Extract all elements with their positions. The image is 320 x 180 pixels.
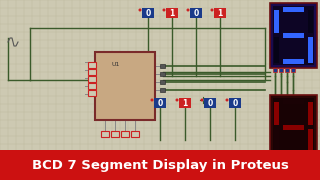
Circle shape — [175, 98, 179, 102]
Bar — [283, 151, 304, 156]
Bar — [111, 131, 119, 137]
Bar — [95, 52, 155, 120]
Bar — [274, 102, 279, 125]
Bar — [308, 37, 313, 63]
Text: 1: 1 — [182, 98, 188, 107]
Text: 1: 1 — [169, 8, 175, 17]
Bar — [88, 90, 96, 96]
Bar — [308, 102, 313, 125]
Bar — [214, 8, 226, 18]
Bar — [283, 125, 304, 130]
Bar — [101, 131, 109, 137]
Circle shape — [187, 8, 189, 12]
Bar — [154, 98, 166, 108]
Bar — [142, 8, 154, 18]
Circle shape — [150, 98, 154, 102]
Bar — [285, 68, 289, 72]
Bar — [273, 160, 277, 164]
Text: 0: 0 — [207, 98, 212, 107]
Bar — [160, 80, 165, 84]
Bar — [274, 37, 279, 63]
Bar — [160, 72, 165, 76]
Bar — [308, 129, 313, 155]
Bar — [88, 76, 96, 82]
Bar — [179, 98, 191, 108]
Bar — [283, 99, 304, 104]
Bar — [229, 98, 241, 108]
Text: BCD 7 Segment Display in Proteus: BCD 7 Segment Display in Proteus — [32, 159, 288, 172]
Circle shape — [202, 99, 204, 101]
Bar — [166, 8, 178, 18]
Bar — [291, 68, 295, 72]
Bar — [270, 95, 317, 160]
Circle shape — [163, 8, 165, 12]
Bar — [204, 98, 216, 108]
Bar — [160, 64, 165, 68]
Bar — [190, 8, 202, 18]
Text: 0: 0 — [232, 98, 238, 107]
Bar — [283, 59, 304, 64]
Bar — [121, 131, 129, 137]
Bar — [285, 160, 289, 164]
Bar — [273, 68, 277, 72]
Bar — [279, 160, 283, 164]
Bar — [274, 10, 279, 33]
Bar — [274, 129, 279, 155]
Bar — [308, 10, 313, 33]
Bar — [273, 98, 314, 157]
Bar — [88, 62, 96, 68]
Circle shape — [139, 8, 141, 12]
Text: 0: 0 — [145, 8, 151, 17]
Bar — [131, 131, 139, 137]
Bar — [291, 160, 295, 164]
Text: U1: U1 — [112, 62, 120, 67]
Text: 0: 0 — [157, 98, 163, 107]
Bar — [273, 6, 314, 65]
Text: 0: 0 — [193, 8, 199, 17]
Circle shape — [211, 8, 213, 12]
Text: 1: 1 — [217, 8, 223, 17]
Bar — [283, 7, 304, 12]
Bar — [160, 88, 165, 92]
Bar — [283, 33, 304, 38]
Circle shape — [226, 98, 228, 102]
Circle shape — [201, 98, 204, 102]
Bar — [279, 68, 283, 72]
Bar — [88, 83, 96, 89]
Bar — [0, 150, 320, 180]
Bar — [270, 3, 317, 68]
Bar — [88, 69, 96, 75]
